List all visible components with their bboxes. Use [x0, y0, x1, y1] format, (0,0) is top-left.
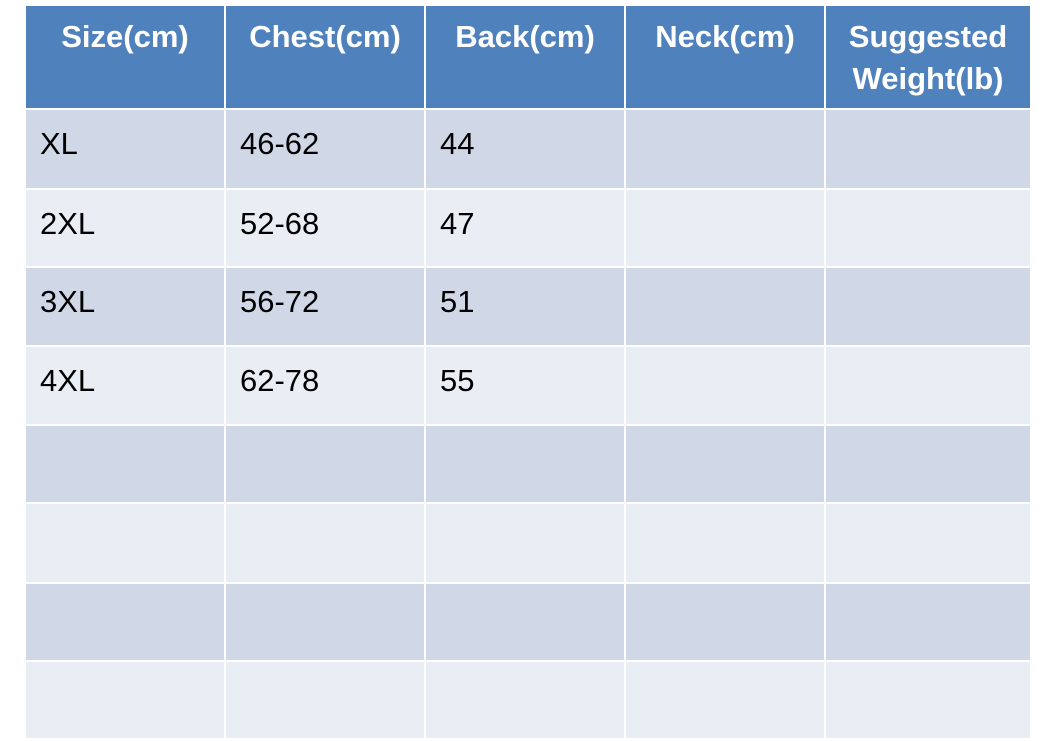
body-cell-text: 2XL [40, 206, 96, 241]
header-cell-text: Neck(cm) [655, 19, 795, 54]
body-cell: 56-72 [226, 268, 424, 345]
header-cell-text: Suggested Weight(lb) [848, 19, 1008, 96]
body-cell [226, 662, 424, 738]
body-cell [26, 662, 224, 738]
body-cell: 46-62 [226, 110, 424, 188]
header-cell: Neck(cm) [626, 6, 824, 108]
body-cell [626, 190, 824, 266]
body-cell [426, 662, 624, 738]
body-cell [826, 426, 1030, 502]
body-cell [826, 110, 1030, 188]
body-cell [826, 504, 1030, 582]
body-cell [26, 584, 224, 660]
body-cell [426, 584, 624, 660]
body-cell: 55 [426, 347, 624, 424]
body-cell [626, 662, 824, 738]
header-cell: Back(cm) [426, 6, 624, 108]
size-table: Size(cm) Chest(cm) Back(cm) Neck(cm) Suggest… [26, 6, 1032, 740]
body-cell: 51 [426, 268, 624, 345]
body-cell [26, 426, 224, 502]
body-cell-text: 62-78 [240, 363, 320, 398]
body-cell [426, 426, 624, 502]
body-cell [426, 504, 624, 582]
body-cell [226, 504, 424, 582]
body-cell: 4XL [26, 347, 224, 424]
body-cell [826, 662, 1030, 738]
body-cell [626, 347, 824, 424]
body-cell: 2XL [26, 190, 224, 266]
header-cell-text: Chest(cm) [249, 19, 401, 54]
body-cell: 62-78 [226, 347, 424, 424]
body-cell [226, 426, 424, 502]
header-cell-text: Back(cm) [455, 19, 595, 54]
body-cell: 52-68 [226, 190, 424, 266]
body-cell: 44 [426, 110, 624, 188]
body-cell: 3XL [26, 268, 224, 345]
header-cell: Chest(cm) [226, 6, 424, 108]
body-cell-text: 56-72 [240, 284, 320, 319]
body-cell [626, 426, 824, 502]
body-cell [626, 268, 824, 345]
body-cell-text: XL [40, 126, 78, 161]
body-cell [826, 347, 1030, 424]
body-cell-text: 3XL [40, 284, 96, 319]
header-cell: Size(cm) [26, 6, 224, 108]
body-cell-text: 4XL [40, 363, 96, 398]
body-cell-text: 46-62 [240, 126, 320, 161]
body-cell-text: 44 [440, 126, 475, 161]
body-cell [826, 268, 1030, 345]
header-cell: Suggested Weight(lb) [826, 6, 1030, 108]
body-cell [226, 584, 424, 660]
body-cell-text: 47 [440, 206, 475, 241]
body-cell: XL [26, 110, 224, 188]
body-cell [626, 110, 824, 188]
body-cell: 47 [426, 190, 624, 266]
body-cell [626, 504, 824, 582]
body-cell [626, 584, 824, 660]
body-cell [826, 584, 1030, 660]
header-cell-text: Size(cm) [61, 19, 189, 54]
body-cell [826, 190, 1030, 266]
body-cell-text: 55 [440, 363, 475, 398]
body-cell-text: 52-68 [240, 206, 320, 241]
body-cell [26, 504, 224, 582]
body-cell-text: 51 [440, 284, 475, 319]
